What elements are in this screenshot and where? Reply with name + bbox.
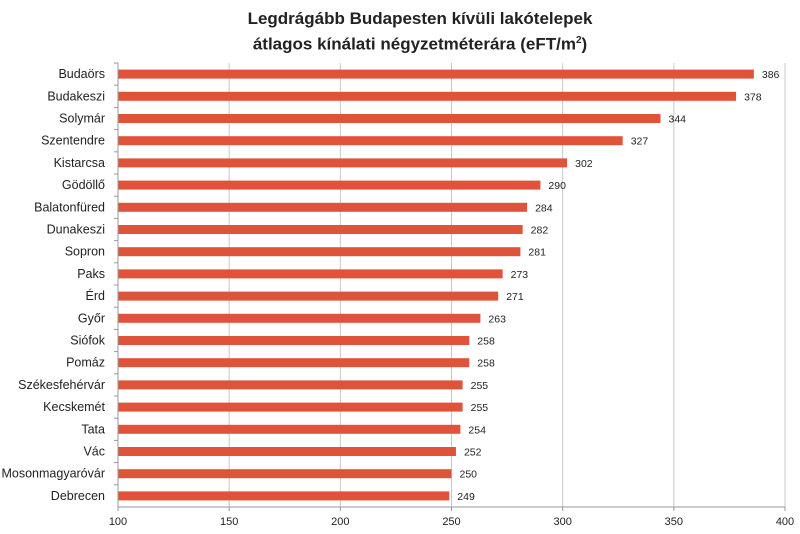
bar (118, 180, 541, 190)
data-label: 378 (744, 91, 762, 103)
bar (118, 247, 521, 257)
data-label: 254 (468, 424, 486, 436)
category-label: Sopron (65, 245, 105, 259)
data-label: 273 (511, 269, 529, 281)
x-tick-label: 150 (220, 516, 238, 528)
bar (118, 69, 754, 79)
category-label: Érd (86, 288, 106, 303)
category-label: Kecskemét (43, 400, 105, 414)
x-tick-label: 250 (442, 516, 460, 528)
bars (118, 69, 754, 501)
x-tick-label: 350 (665, 516, 683, 528)
category-label: Dunakeszi (47, 223, 105, 237)
category-label: Siófok (70, 334, 105, 348)
data-label: 258 (477, 358, 495, 370)
category-label: Debrecen (51, 489, 105, 503)
category-label: Budaörs (58, 67, 105, 81)
bar (118, 424, 461, 434)
x-tick-label: 100 (109, 516, 127, 528)
data-label: 290 (548, 180, 566, 192)
data-label: 327 (631, 136, 649, 148)
bar (118, 447, 456, 456)
category-label: Pomáz (66, 356, 105, 370)
data-label: 386 (762, 69, 780, 81)
grid-lines (228, 63, 786, 507)
chart-title: Legdrágább Budapesten kívüli lakótelepek… (0, 8, 800, 56)
bar (118, 158, 568, 168)
bar (118, 491, 450, 501)
data-label: 255 (471, 380, 489, 392)
category-label: Balatonfüred (34, 200, 105, 214)
chart-title-line2-end: ) (581, 34, 588, 54)
x-tick-label: 300 (553, 516, 571, 528)
bar (118, 291, 499, 301)
bar (118, 114, 661, 123)
data-label: 281 (528, 247, 546, 259)
data-label: 249 (457, 491, 475, 503)
chart-title-superscript: 2 (575, 35, 582, 46)
category-label: Székesfehérvár (18, 378, 105, 392)
chart-title-line1: Legdrágább Budapesten kívüli lakótelepek (247, 9, 593, 28)
bar (118, 225, 523, 234)
x-tick-label: 400 (776, 516, 794, 528)
bar (118, 336, 470, 345)
chart-title-line2: átlagos kínálati négyzetméterára (eFT/m2… (0, 30, 800, 56)
bar (118, 380, 463, 390)
data-label: 252 (464, 447, 482, 459)
bar (118, 402, 463, 412)
category-label: Szentendre (41, 134, 105, 148)
bar (118, 269, 503, 279)
data-label: 284 (535, 202, 553, 214)
category-label: Vác (83, 445, 105, 459)
bar (118, 202, 528, 212)
x-axis-ticks: 100 150 200 250 300 350 400 (109, 507, 794, 528)
category-label: Gödöllő (62, 178, 105, 192)
bar (118, 469, 452, 479)
category-label: Győr (78, 311, 105, 325)
data-label: 271 (506, 291, 524, 303)
chart-title-line2-text: átlagos kínálati négyzetméterára (eFT/m (252, 34, 576, 54)
category-label: Kistarcsa (54, 156, 105, 170)
bar (118, 358, 470, 368)
category-label: Budakeszi (47, 89, 105, 103)
category-label: Solymár (59, 112, 105, 126)
category-labels: Budaörs Budakeszi Solymár Szentendre Kistarc… (1, 62, 118, 503)
bar (118, 91, 737, 101)
category-label: Paks (77, 267, 105, 281)
data-label: 344 (668, 114, 686, 126)
data-label: 302 (575, 158, 593, 170)
data-label: 250 (460, 469, 478, 481)
x-tick-label: 200 (331, 516, 349, 528)
data-label: 258 (477, 336, 495, 348)
category-label: Tata (81, 422, 105, 436)
category-label: Mosonmagyaróvár (1, 467, 105, 481)
bar (118, 313, 481, 323)
data-label: 282 (531, 225, 549, 237)
data-label: 263 (488, 313, 506, 325)
bar (118, 136, 623, 146)
data-label: 255 (471, 402, 489, 414)
